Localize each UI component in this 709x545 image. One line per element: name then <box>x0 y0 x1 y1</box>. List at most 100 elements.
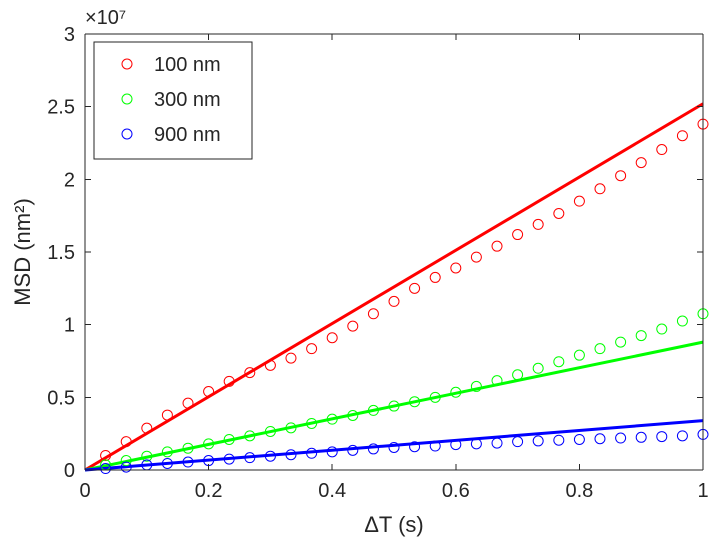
data-point-100-nm <box>450 262 462 274</box>
data-point-900-nm <box>676 430 688 442</box>
data-point-900-nm <box>161 457 173 469</box>
data-point-100-nm <box>347 320 359 332</box>
data-point-300-nm <box>676 315 688 327</box>
data-point-900-nm <box>100 463 112 475</box>
data-point-300-nm <box>367 404 379 416</box>
data-point-300-nm <box>326 413 338 425</box>
data-point-900-nm <box>326 446 338 458</box>
legend: 100 nm 300 nm 900 nm <box>93 41 253 160</box>
data-point-300-nm <box>553 356 565 368</box>
data-point-900-nm <box>182 456 194 468</box>
data-point-100-nm <box>635 157 647 169</box>
data-point-300-nm <box>429 391 441 403</box>
data-point-900-nm <box>367 443 379 455</box>
y-tick-label: 1.5 <box>47 242 75 264</box>
x-axis-title: ΔT (s) <box>364 512 424 537</box>
data-point-900-nm <box>429 440 441 452</box>
data-point-300-nm <box>244 430 256 442</box>
data-point-300-nm <box>656 323 668 335</box>
axes: 0 0.2 0.4 0.6 0.8 1 0 0.5 1 1.5 2 2.5 3 ×10⁷ ΔT (s) MSD… <box>10 7 709 537</box>
x-tick-label: 0.6 <box>442 480 470 502</box>
data-point-300-nm <box>120 455 132 467</box>
data-point-300-nm <box>285 422 297 434</box>
data-point-100-nm <box>470 251 482 263</box>
data-point-900-nm <box>635 431 647 443</box>
y-tick-label: 1 <box>64 315 75 337</box>
data-point-100-nm <box>409 282 421 294</box>
data-point-100-nm <box>429 271 441 283</box>
data-point-100-nm <box>594 183 606 195</box>
data-point-300-nm <box>409 396 421 408</box>
data-point-100-nm <box>573 195 585 207</box>
data-point-900-nm <box>285 449 297 461</box>
data-point-100-nm <box>120 436 132 448</box>
data-point-300-nm <box>491 375 503 387</box>
y-tick-label: 0.5 <box>47 387 75 409</box>
data-point-900-nm <box>470 438 482 450</box>
data-point-300-nm <box>223 433 235 445</box>
data-point-100-nm <box>512 229 524 241</box>
data-point-300-nm <box>141 450 153 462</box>
data-point-300-nm <box>264 425 276 437</box>
data-point-300-nm <box>512 369 524 381</box>
data-point-900-nm <box>656 431 668 443</box>
legend-box <box>93 41 253 160</box>
y-tick-label: 3 <box>64 24 75 46</box>
x-tick-label: 0.8 <box>565 480 593 502</box>
data-point-100-nm <box>141 422 153 434</box>
data-point-300-nm <box>635 330 647 342</box>
data-point-900-nm <box>450 439 462 451</box>
data-point-300-nm <box>615 336 627 348</box>
legend-label: 900 nm <box>154 124 221 146</box>
data-point-100-nm <box>676 130 688 142</box>
y-axis-title: MSD (nm²) <box>10 198 35 306</box>
data-point-100-nm <box>656 144 668 156</box>
data-point-100-nm <box>491 240 503 252</box>
data-point-100-nm <box>244 367 256 379</box>
data-point-100-nm <box>264 359 276 371</box>
data-point-900-nm <box>491 437 503 449</box>
data-point-900-nm <box>244 452 256 464</box>
data-point-300-nm <box>161 446 173 458</box>
data-point-900-nm <box>532 435 544 447</box>
data-point-900-nm <box>553 434 565 446</box>
data-point-300-nm <box>306 417 318 429</box>
x-tick-label: 0.4 <box>318 480 346 502</box>
y-tick-label: 2.5 <box>47 97 75 119</box>
data-point-100-nm <box>532 218 544 230</box>
legend-label: 100 nm <box>154 54 221 76</box>
x-tick-label: 0 <box>79 480 90 502</box>
data-point-900-nm <box>594 433 606 445</box>
x-tick-label: 0.2 <box>195 480 223 502</box>
data-point-300-nm <box>450 386 462 398</box>
data-point-300-nm <box>594 343 606 355</box>
data-point-300-nm <box>203 438 215 450</box>
data-point-100-nm <box>203 386 215 398</box>
y-multiplier-label: ×10⁷ <box>85 7 126 29</box>
y-tick-label: 0 <box>64 460 75 482</box>
legend-marker <box>121 58 133 70</box>
data-point-900-nm <box>512 436 524 448</box>
data-point-900-nm <box>573 433 585 445</box>
legend-marker <box>121 93 133 105</box>
data-point-900-nm <box>120 461 132 473</box>
data-point-100-nm <box>553 207 565 219</box>
fit-line-300-nm <box>84 340 704 472</box>
y-tick-label: 2 <box>64 169 75 191</box>
data-point-100-nm <box>223 375 235 387</box>
data-point-900-nm <box>347 444 359 456</box>
data-point-900-nm <box>409 441 421 453</box>
x-tick-label: 1 <box>697 480 708 502</box>
fit-line-900-nm <box>84 419 704 472</box>
data-point-100-nm <box>285 352 297 364</box>
plot-area <box>84 102 709 475</box>
data-point-100-nm <box>161 409 173 421</box>
data-point-300-nm <box>347 410 359 421</box>
data-point-100-nm <box>100 449 112 461</box>
data-point-900-nm <box>264 450 276 462</box>
data-point-900-nm <box>223 453 235 465</box>
data-point-100-nm <box>615 170 627 182</box>
data-point-100-nm <box>326 332 338 344</box>
data-point-100-nm <box>367 308 379 320</box>
